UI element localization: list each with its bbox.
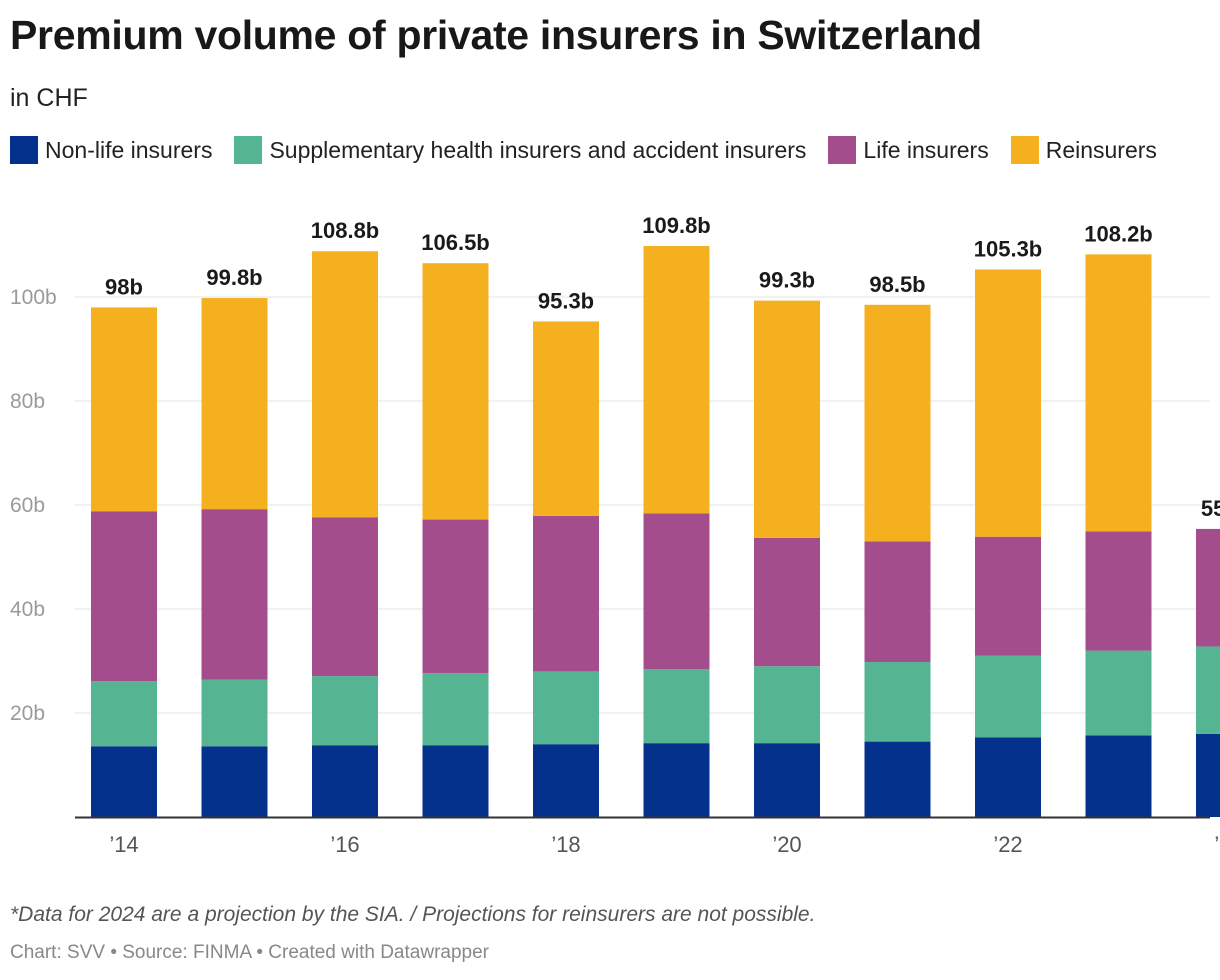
y-tick-label: 60b xyxy=(10,494,45,517)
bar-segment-health_accident-2014 xyxy=(91,681,157,747)
bar-segment-reinsurers-2016 xyxy=(312,251,378,518)
legend-item-reinsurers: Reinsurers xyxy=(1010,136,1157,164)
bar-segment-reinsurers-2018 xyxy=(533,321,599,516)
bar-segment-reinsurers-2015 xyxy=(201,298,268,510)
x-tick-label: ’14 xyxy=(109,832,138,857)
bar-segment-reinsurers-2023 xyxy=(1085,254,1152,532)
source-credit: Chart: SVV • Source: FINMA • Created wit… xyxy=(10,942,489,963)
legend-label-non-life: Non-life insurers xyxy=(45,136,213,163)
legend-label-health-accident: Supplementary health insurers and accide… xyxy=(269,136,807,163)
bar-segment-health_accident-2020 xyxy=(754,666,820,744)
legend-label-reinsurers: Reinsurers xyxy=(1045,136,1157,163)
bar-segment-life-2016 xyxy=(312,517,378,677)
bar-segment-non_life-2023 xyxy=(1085,735,1152,817)
legend-swatch-non-life xyxy=(10,136,38,164)
bar-segment-health_accident-2021 xyxy=(864,662,931,742)
total-label-2016: 108.8b xyxy=(311,218,380,243)
x-tick-label: ’24 xyxy=(1214,832,1220,857)
bar-segment-life-2022 xyxy=(975,536,1041,656)
bar-segment-health_accident-2018 xyxy=(533,671,599,745)
legend-item-life: Life insurers xyxy=(828,136,989,164)
y-tick-label: 20b xyxy=(10,702,45,725)
bar-segment-health_accident-2016 xyxy=(312,676,378,746)
legend-swatch-health-accident xyxy=(234,136,263,164)
y-tick-label: 80b xyxy=(10,390,45,413)
bar-segment-health_accident-2023 xyxy=(1085,650,1152,736)
x-tick-label: ’16 xyxy=(330,832,359,857)
bar-segment-health_accident-2017 xyxy=(422,672,489,746)
total-label-2023: 108.2b xyxy=(1084,221,1153,246)
total-label-2015: 99.8b xyxy=(206,265,262,290)
total-label-2014: 98b xyxy=(105,274,143,299)
bar-segment-reinsurers-2021 xyxy=(864,304,931,542)
legend-label-life: Life insurers xyxy=(863,136,989,163)
total-label-2020: 99.3b xyxy=(759,268,815,293)
bar-segment-reinsurers-2019 xyxy=(643,246,710,514)
bar-segment-non_life-2015 xyxy=(201,746,268,817)
bar-segment-reinsurers-2014 xyxy=(91,307,157,512)
y-tick-label: 100b xyxy=(10,286,57,309)
total-label-2017: 106.5b xyxy=(421,230,490,255)
bar-segment-non_life-2014 xyxy=(91,746,157,817)
bar-segment-non_life-2018 xyxy=(533,744,599,817)
bar-segment-life-2014 xyxy=(91,511,157,682)
bar-segment-non_life-2016 xyxy=(312,745,378,817)
bar-segment-life-2019 xyxy=(643,513,710,670)
x-tick-label: ’22 xyxy=(993,832,1022,857)
legend-item-health-accident: Supplementary health insurers and accide… xyxy=(234,136,806,164)
bar-segment-life-2023 xyxy=(1085,531,1152,651)
stacked-bar-chart: 20b 40b 60b 80b 100b 98b 99.8b 108.8b 106.5b 95.3… xyxy=(10,213,1220,857)
bar-segment-reinsurers-2022 xyxy=(975,269,1041,537)
bar-segment-life-2024 xyxy=(1196,528,1220,647)
x-tick-label: ’20 xyxy=(772,832,801,857)
y-tick-label: 40b xyxy=(10,598,45,621)
chart-subtitle: in CHF xyxy=(10,84,88,112)
legend-swatch-life xyxy=(828,136,857,164)
bar-segment-health_accident-2015 xyxy=(201,679,268,747)
legend-swatch-reinsurers xyxy=(1010,136,1039,164)
footnote: *Data for 2024 are a projection by the S… xyxy=(10,903,816,926)
bar-segment-life-2020 xyxy=(754,537,820,667)
legend: Non-life insurers Supplementary health i… xyxy=(10,136,1179,164)
bar-segment-health_accident-2024 xyxy=(1196,646,1220,734)
chart-title: Premium volume of private insurers in Sw… xyxy=(10,12,982,58)
total-label-2024: 55.4b xyxy=(1201,496,1220,521)
bar-segment-reinsurers-2020 xyxy=(754,300,820,538)
bar-segment-life-2018 xyxy=(533,515,599,672)
bar-segment-life-2021 xyxy=(864,541,931,663)
bar-segment-life-2015 xyxy=(201,509,268,680)
bar-segment-reinsurers-2017 xyxy=(422,263,489,520)
bar-segment-non_life-2017 xyxy=(422,745,489,817)
bar-segment-non_life-2020 xyxy=(754,743,820,817)
legend-item-non-life: Non-life insurers xyxy=(10,136,212,164)
bar-segment-health_accident-2022 xyxy=(975,655,1041,738)
bar-segment-health_accident-2019 xyxy=(643,669,710,744)
bar-segment-non_life-2019 xyxy=(643,743,710,817)
bar-segment-non_life-2024 xyxy=(1196,733,1220,817)
total-label-2018: 95.3b xyxy=(538,288,594,313)
total-label-2022: 105.3b xyxy=(974,236,1043,261)
bar-segment-non_life-2021 xyxy=(864,741,931,817)
total-label-2019: 109.8b xyxy=(642,213,711,238)
bar-segment-life-2017 xyxy=(422,519,489,673)
total-label-2021: 98.5b xyxy=(869,272,925,297)
bar-segment-non_life-2022 xyxy=(975,737,1041,817)
x-tick-label: ’18 xyxy=(551,832,580,857)
